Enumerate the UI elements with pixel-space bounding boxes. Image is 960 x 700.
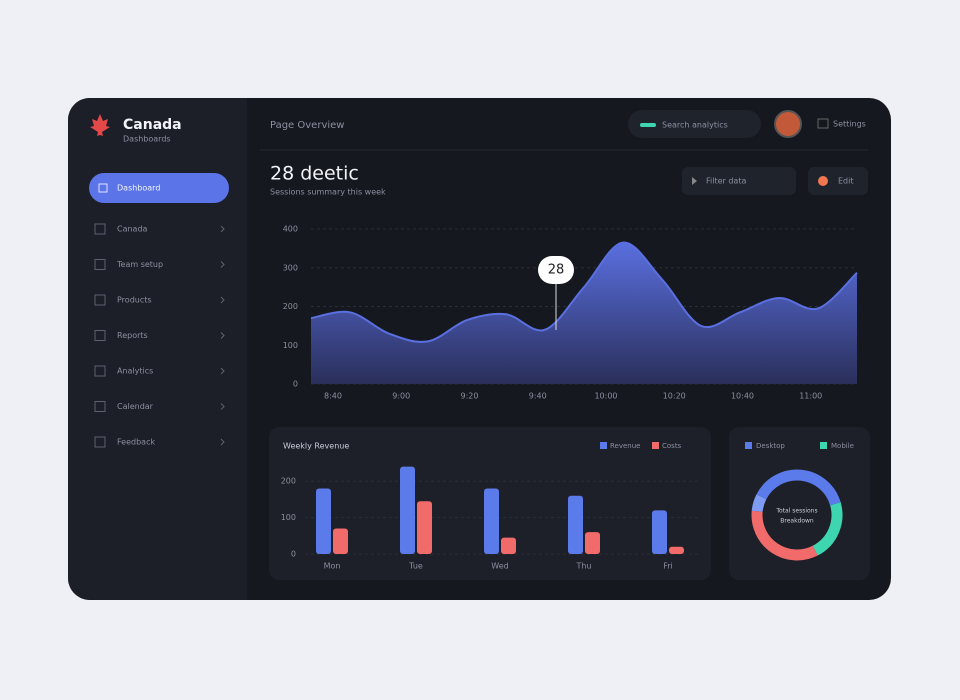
tooltip (538, 256, 574, 284)
logo (90, 114, 110, 136)
chevron (220, 438, 225, 446)
nav-label[interactable]: Feedback (117, 438, 155, 447)
x-tick-label: Mon (324, 562, 341, 571)
legend-label: Costs (662, 442, 682, 450)
nav-icon (94, 401, 106, 412)
nav-icon (94, 365, 106, 377)
x-tick-label: Thu (575, 562, 591, 571)
bar (417, 501, 432, 554)
y-tick-label: 300 (283, 263, 298, 272)
play-icon (692, 177, 697, 185)
x-tick-label: 10:40 (731, 392, 754, 401)
x-tick-label: 10:20 (663, 392, 686, 401)
x-tick-label: 11:00 (799, 392, 822, 401)
y-tick-label: 0 (293, 380, 298, 389)
chevron (220, 367, 225, 375)
x-tick-label: 9:20 (461, 392, 479, 401)
y-tick-label: 0 (291, 550, 296, 559)
filter-button[interactable] (682, 167, 796, 195)
nav-icon (94, 330, 106, 341)
tagline: Dashboards (123, 135, 171, 144)
x-tick-label: 10:00 (594, 392, 617, 401)
legend-label: Mobile (831, 442, 854, 450)
sidebar (68, 98, 247, 600)
account-link[interactable]: Settings (833, 120, 866, 129)
donut-segment (751, 494, 767, 512)
nav-label[interactable]: Reports (117, 331, 148, 340)
edit-button[interactable] (808, 167, 868, 195)
x-tick-label: 9:40 (529, 392, 547, 401)
account-icon (817, 118, 829, 129)
bar (652, 510, 667, 554)
donut-segment (756, 469, 841, 506)
button-label: Edit (838, 177, 854, 186)
bar (316, 488, 331, 554)
nav-icon (94, 436, 106, 448)
nav-label[interactable]: Analytics (117, 367, 153, 376)
x-tick-label: Wed (491, 562, 508, 571)
nav-icon (94, 259, 106, 270)
chevron (220, 261, 225, 268)
chevron (220, 403, 225, 410)
donut-segment (751, 510, 818, 561)
y-tick-label: 400 (283, 225, 298, 234)
bar (568, 495, 583, 554)
legend-swatch (745, 442, 752, 449)
x-tick-label: 8:40 (324, 392, 342, 401)
y-tick-label: 200 (283, 302, 298, 311)
x-tick-label: Fri (663, 562, 673, 571)
bar (333, 528, 348, 554)
panel-title: Weekly Revenue (283, 442, 349, 451)
brand: Canada (123, 117, 182, 133)
chevron (220, 332, 225, 339)
search-indicator (640, 123, 656, 127)
breadcrumb: Page Overview (270, 120, 344, 131)
nav-icon (98, 183, 108, 193)
nav-active[interactable] (89, 173, 229, 203)
donut-segment (812, 502, 843, 556)
search-placeholder: Search analytics (662, 121, 728, 130)
search-box[interactable] (628, 110, 761, 138)
bar (669, 546, 684, 554)
donut-center: Total sessions (775, 508, 817, 515)
chevron (220, 225, 225, 233)
legend-label: Revenue (610, 442, 641, 450)
donut-center: Breakdown (780, 518, 814, 525)
nav-label[interactable]: Calendar (117, 402, 154, 411)
avatar[interactable] (774, 110, 802, 138)
edit-dot (818, 176, 828, 186)
nav-label[interactable]: Team setup (116, 260, 163, 269)
page-subtitle: Sessions summary this week (270, 188, 386, 197)
y-tick-label: 100 (283, 341, 298, 350)
nav-label[interactable]: Products (117, 296, 152, 305)
nav-label[interactable]: Dashboard (117, 184, 160, 193)
bar (400, 466, 415, 554)
bar (585, 532, 600, 554)
page-title: 28 deetic (270, 163, 359, 185)
legend-swatch (820, 442, 827, 449)
button-label: Filter data (706, 177, 746, 186)
bar (484, 488, 499, 554)
tooltip-label: 28 (548, 263, 565, 278)
y-tick-label: 100 (281, 513, 296, 522)
bar (501, 537, 516, 554)
area (311, 242, 857, 384)
legend-swatch (600, 442, 607, 449)
x-tick-label: 9:00 (392, 392, 410, 401)
legend-label: Desktop (756, 442, 785, 450)
x-tick-label: Tue (408, 562, 423, 571)
legend-swatch (652, 442, 659, 449)
chevron (220, 296, 225, 304)
nav-icon (94, 223, 106, 235)
y-tick-label: 200 (281, 477, 296, 486)
nav-icon (94, 294, 106, 306)
nav-label[interactable]: Canada (117, 225, 148, 234)
area-line (310, 241, 858, 343)
